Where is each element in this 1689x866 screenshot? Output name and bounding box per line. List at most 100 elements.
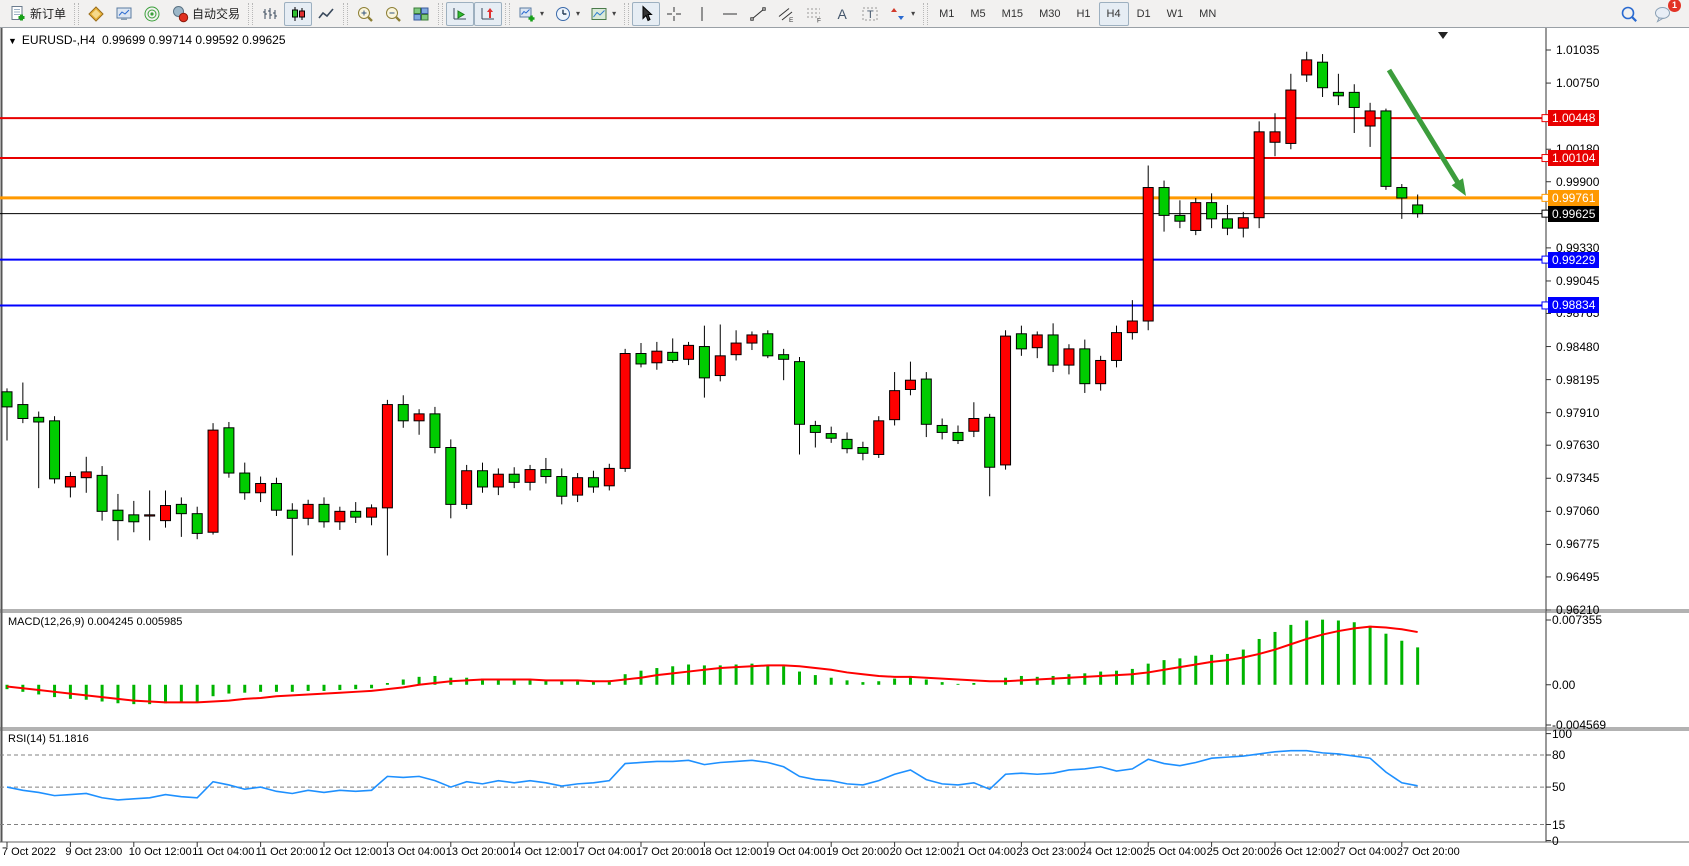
- text-label-button[interactable]: T: [856, 2, 884, 26]
- notifications-button[interactable]: 1: [1649, 0, 1681, 26]
- candle-body: [508, 473, 520, 483]
- autoscroll-button[interactable]: [446, 1, 475, 26]
- candle-body: [191, 513, 203, 534]
- timeframe-h1-button[interactable]: H1: [1076, 7, 1091, 20]
- candle-body: [873, 420, 885, 455]
- periodicity-icon: [554, 5, 572, 23]
- time-axis-label: 26 Oct 12:00: [1270, 846, 1333, 858]
- candle-body: [1332, 91, 1344, 97]
- search-button[interactable]: [1615, 2, 1643, 26]
- rsi-axis-label: 100: [1552, 726, 1573, 741]
- time-axis-label: 17 Oct 04:00: [572, 846, 636, 858]
- candle-body: [778, 354, 790, 360]
- tile-windows-button[interactable]: [407, 2, 435, 26]
- candle-body: [1015, 333, 1027, 350]
- vertical-line-button[interactable]: [688, 2, 716, 26]
- time-axis-label: 13 Oct 20:00: [445, 846, 509, 858]
- chart-shift-marker-icon[interactable]: [1438, 32, 1448, 39]
- chart-area[interactable]: ▼ EURUSD-,H4 0.99699 0.99714 0.99592 0.99…: [0, 28, 1689, 866]
- tile-windows-icon: [412, 5, 430, 23]
- new-chart-button[interactable]: ▾: [513, 2, 549, 26]
- timeframe-h4-button[interactable]: H4: [1098, 1, 1129, 26]
- time-axis-label: 25 Oct 04:00: [1143, 846, 1207, 858]
- time-axis-label: 10 Oct 12:00: [128, 846, 192, 858]
- periodicity-button[interactable]: ▾: [549, 2, 585, 26]
- fibonacci-icon: F: [805, 5, 823, 23]
- timeframe-m30-button[interactable]: M30: [1039, 7, 1061, 20]
- candle-body: [984, 416, 996, 468]
- price-badge-1.00448: 1.00448: [1548, 110, 1600, 127]
- rsi-axis-label: 50: [1552, 780, 1566, 795]
- candle-body: [889, 390, 901, 421]
- time-axis-label: 14 Oct 12:00: [509, 846, 573, 858]
- arrows-button[interactable]: ▾: [884, 2, 920, 26]
- template-icon: [590, 5, 608, 23]
- navigator-icon[interactable]: [138, 2, 166, 26]
- cursor-button[interactable]: [632, 1, 661, 26]
- autotrading-button[interactable]: 自动交易: [166, 2, 245, 26]
- candle-body: [239, 472, 251, 494]
- price-axis-label: 1.01035: [1556, 43, 1600, 57]
- candle-body: [1174, 214, 1186, 222]
- horizontal-line-button[interactable]: [716, 2, 744, 26]
- zoom-out-button[interactable]: [379, 2, 407, 26]
- candle-body: [730, 342, 742, 356]
- trendline-button[interactable]: [744, 2, 772, 26]
- channel-button[interactable]: E: [772, 2, 800, 26]
- timeframe-m1-button[interactable]: M1: [939, 7, 955, 20]
- timeframe-m5-button[interactable]: M5: [970, 7, 986, 20]
- arrows-icon: [889, 5, 907, 23]
- time-axis-label: 24 Oct 12:00: [1079, 846, 1143, 858]
- template-button[interactable]: ▾: [585, 2, 621, 26]
- price-axis-label: 1.00750: [1556, 76, 1600, 91]
- text-button[interactable]: A: [828, 2, 856, 26]
- timeframe-m15-button[interactable]: M15: [1001, 7, 1024, 20]
- price-axis-label: 0.96210: [1556, 603, 1600, 617]
- candle-body: [1317, 61, 1329, 89]
- price-axis-label: 0.96775: [1556, 537, 1600, 552]
- candle-body: [1047, 334, 1059, 366]
- new-order-button[interactable]: 新订单: [4, 2, 71, 26]
- candlestick-chart[interactable]: [0, 28, 1689, 866]
- timeframe-mn-button[interactable]: MN: [1199, 7, 1217, 20]
- new-order-icon: [9, 5, 27, 23]
- data-window-icon[interactable]: [110, 2, 138, 26]
- crosshair-icon: [665, 5, 683, 23]
- candle-body: [175, 503, 187, 515]
- candle-body: [1158, 187, 1170, 216]
- timeframe-w1-button[interactable]: W1: [1166, 7, 1184, 20]
- price-badge-0.98834: 0.98834: [1548, 297, 1600, 314]
- svg-text:T: T: [867, 9, 874, 21]
- timeframe-d1-button[interactable]: D1: [1136, 7, 1151, 20]
- price-axis-label: 0.98195: [1556, 372, 1600, 387]
- macd-axis-label: -0.004569: [1552, 718, 1607, 732]
- fibonacci-button[interactable]: F: [800, 2, 828, 26]
- chart-line-button[interactable]: [312, 2, 340, 26]
- candle-body: [936, 424, 948, 433]
- candle-body: [683, 344, 695, 360]
- candle-body: [1285, 89, 1297, 144]
- chart-bars-button[interactable]: [256, 2, 284, 26]
- candle-body: [445, 447, 457, 505]
- chart-line-icon: [317, 5, 335, 23]
- macd-signal-line: [6, 625, 1418, 704]
- candle-body: [223, 427, 235, 474]
- chart-candles-button[interactable]: [284, 1, 313, 26]
- channel-icon: E: [777, 5, 795, 23]
- candle-body: [366, 507, 378, 518]
- dropdown-arrow-icon: ▾: [540, 9, 545, 18]
- chart-shift-button[interactable]: [474, 1, 503, 26]
- candle-body: [524, 469, 536, 483]
- trendline-icon: [749, 5, 767, 23]
- zoom-in-button[interactable]: [351, 2, 379, 26]
- candle-body: [381, 404, 393, 509]
- market-watch-icon[interactable]: [82, 2, 110, 26]
- price-badge-0.99761: 0.99761: [1548, 189, 1600, 206]
- svg-text:E: E: [789, 17, 794, 23]
- candle-body: [587, 477, 599, 488]
- candle-body: [1269, 131, 1281, 143]
- macd-axis-label: 0.007355: [1552, 613, 1603, 627]
- crosshair-button[interactable]: [660, 2, 688, 26]
- candle-body: [270, 482, 282, 511]
- sell-arrow-annotation[interactable]: [1386, 68, 1466, 196]
